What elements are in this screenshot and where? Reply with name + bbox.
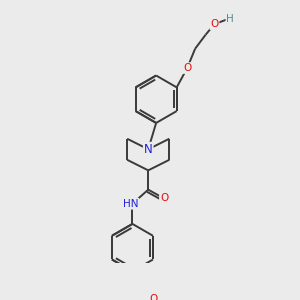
Text: HN: HN	[123, 199, 138, 209]
Text: H: H	[226, 14, 234, 24]
Text: O: O	[149, 294, 158, 300]
Text: O: O	[210, 19, 219, 29]
Text: O: O	[160, 194, 168, 203]
Text: O: O	[183, 63, 191, 73]
Text: N: N	[144, 143, 153, 156]
